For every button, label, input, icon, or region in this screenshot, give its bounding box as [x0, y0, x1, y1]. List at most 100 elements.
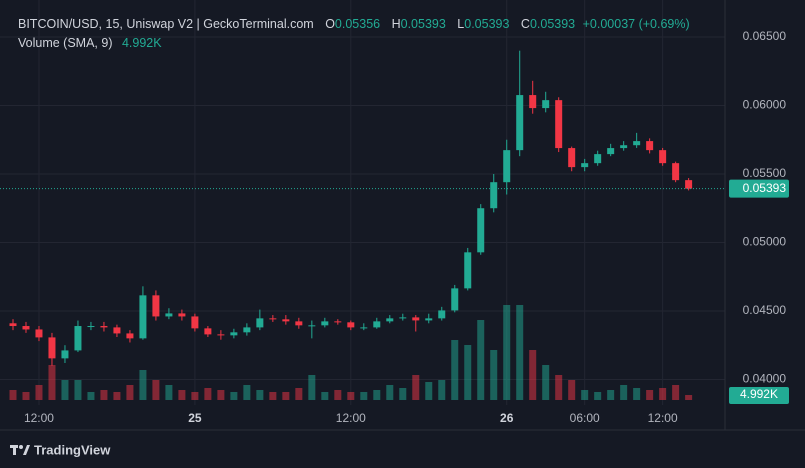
volume-bar — [594, 392, 602, 400]
volume-bar — [633, 388, 641, 400]
volume-bar — [425, 382, 433, 400]
ohlc-value: 0.05393 — [464, 17, 510, 31]
change: +0.00037 (+0.69%) — [582, 17, 690, 31]
candle-body — [568, 148, 576, 168]
candle-body — [243, 327, 251, 333]
volume-last-label: 4.992K — [740, 387, 778, 401]
candle-body — [35, 329, 43, 338]
candle-body — [334, 321, 342, 323]
candle-body — [230, 332, 238, 336]
volume-bar — [399, 388, 407, 400]
volume-bar — [529, 350, 537, 400]
volume-bar — [113, 392, 121, 400]
volume-bar — [568, 380, 576, 400]
ohlc-value: 0.05393 — [400, 17, 446, 31]
candle-body — [490, 182, 498, 209]
candle-body — [659, 150, 667, 164]
volume-bar — [204, 388, 212, 400]
volume-bar — [152, 380, 160, 400]
candle-body — [191, 316, 199, 329]
candle-body — [152, 295, 160, 317]
volume-bar — [139, 370, 147, 400]
candle-body — [347, 322, 355, 328]
candle-body — [360, 327, 368, 329]
volume-bar — [321, 392, 329, 400]
volume-bar — [334, 390, 342, 400]
volume-bar — [61, 380, 69, 400]
volume-bar — [191, 392, 199, 400]
volume-bar — [360, 392, 368, 400]
candle-body — [61, 350, 69, 359]
candle-body — [373, 321, 381, 328]
volume-bar — [373, 390, 381, 400]
candle-body — [9, 323, 17, 327]
x-tick-label: 06:00 — [570, 411, 600, 425]
volume-bar — [126, 385, 134, 400]
candle-body — [48, 337, 56, 359]
volume-bar — [386, 385, 394, 400]
candle-body — [308, 325, 316, 327]
volume-bar — [555, 375, 563, 400]
volume-bar — [620, 385, 628, 400]
volume-bar — [48, 365, 56, 400]
candle-body — [542, 100, 550, 109]
candle-body — [425, 318, 433, 321]
volume-bar — [9, 390, 17, 400]
candle-body — [269, 318, 277, 320]
x-tick-label: 26 — [500, 411, 514, 425]
candle-body — [646, 141, 654, 151]
volume-bar — [412, 375, 420, 400]
candle-body — [412, 317, 420, 321]
y-tick-label: 0.06000 — [743, 98, 787, 112]
volume-bar — [308, 375, 316, 400]
volume-bar — [87, 392, 95, 400]
candle-body — [100, 326, 108, 328]
volume-name: Volume (SMA, 9) — [18, 36, 113, 50]
volume-bar — [256, 390, 264, 400]
volume-bar — [659, 388, 667, 400]
y-tick-label: 0.05000 — [743, 235, 787, 249]
volume-legend: Volume (SMA, 9) 4.992K — [18, 36, 162, 50]
candle-body — [282, 319, 290, 322]
legend-line: BITCOIN/USD, 15, Uniswap V2 | GeckoTermi… — [18, 17, 690, 31]
last-price-label: 0.05393 — [743, 181, 787, 195]
ohlc-key: C — [520, 17, 530, 31]
candle-body — [477, 208, 485, 253]
volume-bar — [295, 388, 303, 400]
x-tick-label: 12:00 — [336, 411, 366, 425]
volume-bar — [243, 385, 251, 400]
volume-bar — [217, 390, 225, 400]
candle-body — [178, 313, 186, 317]
candle-body — [74, 326, 82, 351]
volume-bar — [672, 385, 680, 400]
volume-bar — [464, 345, 472, 400]
candle-body — [22, 326, 30, 330]
volume-bar — [269, 392, 277, 400]
ohlc-key: H — [391, 17, 401, 31]
ohlc-key: L — [457, 17, 465, 31]
y-tick-label: 0.05500 — [743, 166, 787, 180]
y-tick-label: 0.06500 — [743, 29, 787, 43]
x-tick-label: 25 — [188, 411, 202, 425]
ohlc-key: O — [325, 17, 335, 31]
symbol-title: BITCOIN/USD, 15, Uniswap V2 | GeckoTermi… — [18, 17, 314, 31]
volume-bar — [490, 350, 498, 400]
volume-bar — [451, 340, 459, 400]
volume-last: 4.992K — [121, 36, 162, 50]
candle-body — [620, 145, 628, 149]
volume-bar — [282, 392, 290, 400]
volume-bar — [22, 392, 30, 400]
volume-bar — [581, 390, 589, 400]
volume-bar — [165, 385, 173, 400]
y-tick-label: 0.04500 — [743, 303, 787, 317]
candle-body — [516, 95, 524, 151]
candle-body — [529, 95, 537, 109]
candle-body — [438, 310, 446, 319]
candle-body — [386, 318, 394, 322]
volume-bar — [74, 380, 82, 400]
volume-bar — [646, 390, 654, 400]
ohlc-value: 0.05356 — [334, 17, 381, 31]
volume-bar — [230, 392, 238, 400]
volume-bar — [516, 305, 524, 400]
